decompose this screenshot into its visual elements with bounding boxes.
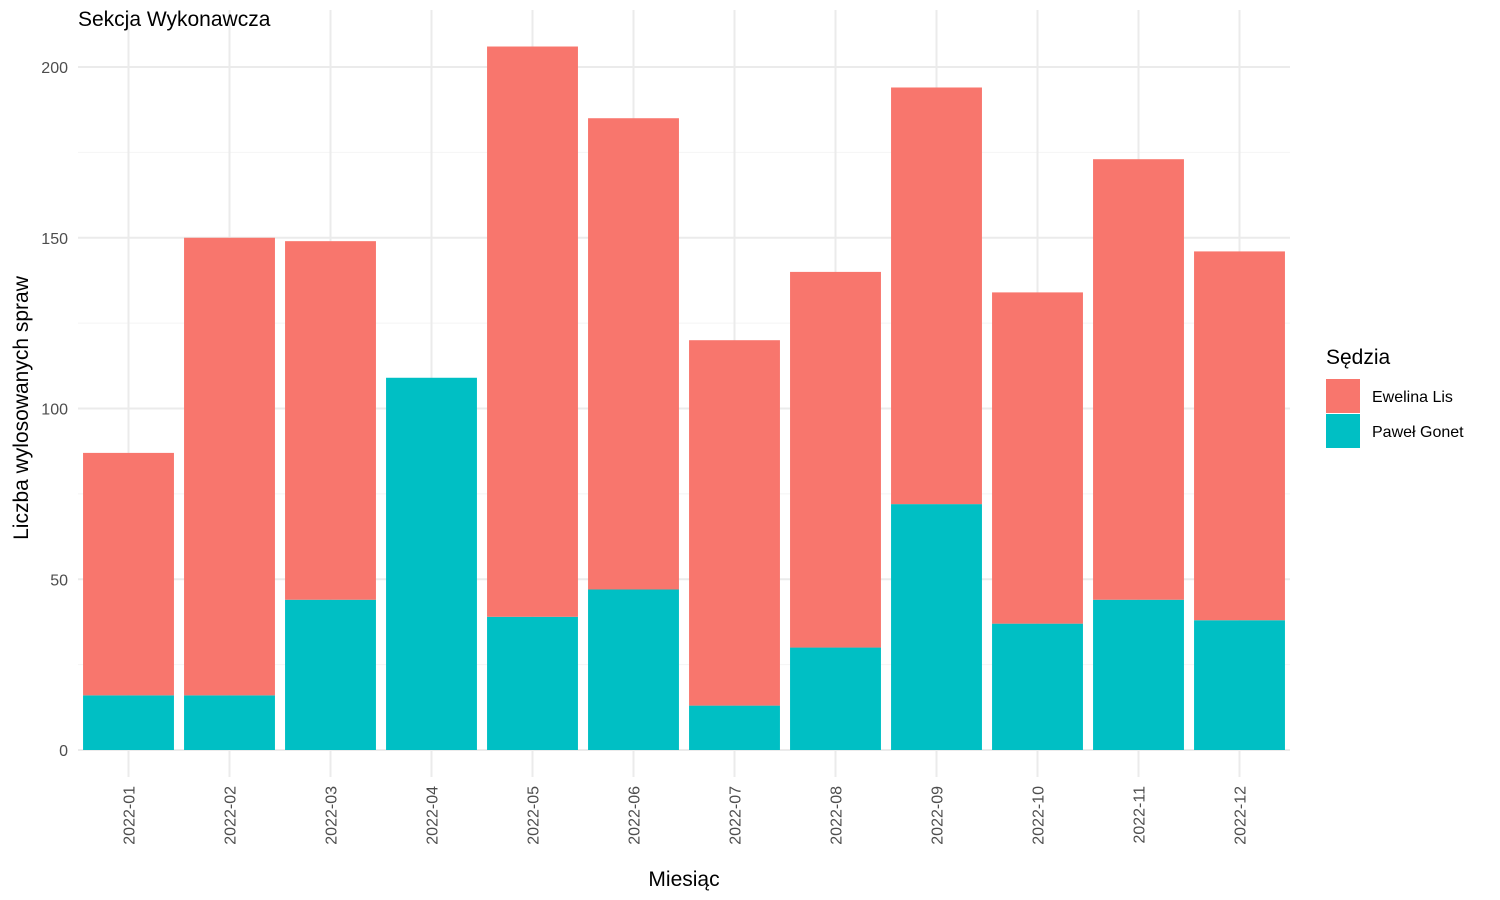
x-tick-label: 2022-03 (324, 786, 341, 845)
bar-segment (891, 87, 982, 505)
x-tick-label: 2022-04 (425, 786, 442, 845)
bar-segment (790, 271, 881, 648)
x-axis-title: Miesiąc (648, 868, 719, 891)
bar-segment (891, 504, 982, 750)
bar-segment (184, 237, 275, 696)
bar-segment (83, 695, 174, 750)
bars (83, 46, 1285, 750)
x-tick-label: 2022-08 (829, 786, 846, 845)
chart-title: Sekcja Wykonawcza (78, 8, 271, 31)
x-tick-label: 2022-06 (627, 786, 644, 845)
x-tick-label: 2022-01 (122, 786, 139, 845)
x-tick-label: 2022-10 (1031, 786, 1048, 845)
bar-segment (1194, 251, 1285, 621)
x-tick-label: 2022-02 (223, 786, 240, 845)
legend: Sędzia Ewelina Lis Paweł Gonet (1326, 346, 1464, 448)
bar-segment (588, 118, 679, 590)
legend-title: Sędzia (1326, 346, 1391, 369)
legend-key (1326, 414, 1360, 448)
bar-segment (992, 292, 1083, 624)
bar-segment (386, 377, 477, 750)
bar-segment (790, 647, 881, 750)
legend-label: Ewelina Lis (1372, 389, 1453, 406)
bar-segment (184, 695, 275, 750)
bar-segment (285, 241, 376, 600)
y-axis-title: Liczba wylosowanych spraw (10, 275, 33, 540)
y-tick-label: 100 (41, 402, 68, 419)
bar-segment (1194, 620, 1285, 750)
x-axis-ticks: 2022-01 2022-02 2022-03 2022-04 2022-05 2022-… (122, 786, 1250, 845)
y-axis-ticks: 0 50 100 150 200 (41, 60, 68, 760)
legend-key (1326, 379, 1360, 413)
bar-segment (487, 616, 578, 750)
bar-segment (1093, 159, 1184, 600)
bar-segment (1093, 599, 1184, 750)
x-tick-label: 2022-09 (930, 786, 947, 845)
x-tick-label: 2022-11 (1132, 786, 1149, 844)
bar-segment (588, 589, 679, 750)
bar-segment (83, 452, 174, 696)
x-tick-label: 2022-12 (1233, 786, 1250, 845)
legend-label: Paweł Gonet (1372, 424, 1464, 441)
bar-segment (689, 340, 780, 706)
bar-segment (992, 623, 1083, 750)
y-tick-label: 150 (41, 231, 68, 248)
x-tick-label: 2022-07 (728, 786, 745, 845)
y-tick-label: 0 (59, 743, 68, 760)
bar-segment (285, 599, 376, 750)
y-tick-label: 50 (50, 572, 68, 589)
bar-segment (689, 705, 780, 750)
bar-segment (487, 46, 578, 617)
y-tick-label: 200 (41, 60, 68, 77)
x-tick-label: 2022-05 (526, 786, 543, 845)
